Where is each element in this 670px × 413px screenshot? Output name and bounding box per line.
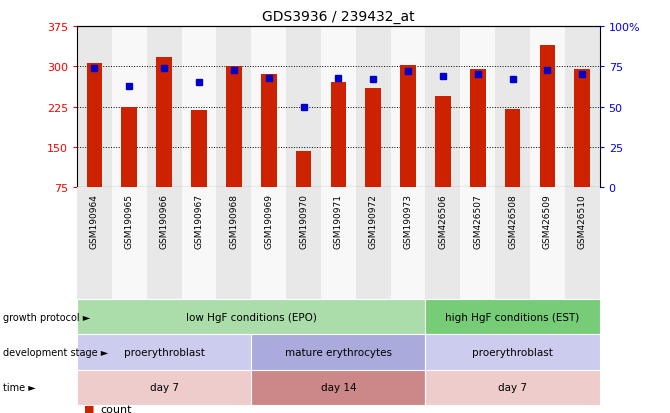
Bar xyxy=(216,27,251,188)
Bar xyxy=(460,27,495,188)
Text: day 7: day 7 xyxy=(498,382,527,392)
Text: GSM426509: GSM426509 xyxy=(543,193,552,248)
Text: GSM190968: GSM190968 xyxy=(229,193,239,248)
Bar xyxy=(539,45,555,188)
Bar xyxy=(495,188,530,299)
Text: GSM190971: GSM190971 xyxy=(334,193,343,248)
Bar xyxy=(226,67,242,188)
Bar xyxy=(251,27,286,188)
Text: day 14: day 14 xyxy=(320,382,356,392)
Text: day 7: day 7 xyxy=(149,382,179,392)
Text: GSM190964: GSM190964 xyxy=(90,193,99,248)
Bar xyxy=(574,70,590,188)
Bar xyxy=(286,27,321,188)
Bar xyxy=(191,111,207,188)
Bar xyxy=(77,27,112,188)
Bar xyxy=(391,188,425,299)
Bar xyxy=(112,27,147,188)
Bar xyxy=(182,27,216,188)
Text: time ►: time ► xyxy=(3,382,36,392)
Text: GSM190970: GSM190970 xyxy=(299,193,308,248)
Bar xyxy=(470,70,486,188)
Text: high HgF conditions (EST): high HgF conditions (EST) xyxy=(446,312,580,322)
Text: proerythroblast: proerythroblast xyxy=(124,347,204,357)
Bar xyxy=(435,97,451,188)
Bar xyxy=(530,27,565,188)
Bar xyxy=(77,188,112,299)
Bar xyxy=(505,110,521,188)
Bar xyxy=(295,152,312,188)
Bar xyxy=(147,27,182,188)
Bar xyxy=(86,63,103,188)
Text: development stage ►: development stage ► xyxy=(3,347,109,357)
Text: GSM190967: GSM190967 xyxy=(194,193,204,248)
Bar xyxy=(425,188,460,299)
Bar xyxy=(460,188,495,299)
Text: GSM426510: GSM426510 xyxy=(578,193,587,248)
Title: GDS3936 / 239432_at: GDS3936 / 239432_at xyxy=(262,10,415,24)
Bar xyxy=(530,188,565,299)
Bar xyxy=(321,27,356,188)
Bar xyxy=(121,107,137,188)
Bar xyxy=(321,188,356,299)
Bar xyxy=(391,27,425,188)
Bar xyxy=(112,188,147,299)
Text: GSM190972: GSM190972 xyxy=(369,193,378,248)
Bar xyxy=(425,27,460,188)
Text: GSM426506: GSM426506 xyxy=(438,193,448,248)
Text: proerythroblast: proerythroblast xyxy=(472,347,553,357)
Bar xyxy=(365,88,381,188)
Bar xyxy=(400,66,416,188)
Bar xyxy=(495,27,530,188)
Bar xyxy=(356,27,391,188)
Text: ■: ■ xyxy=(84,404,94,413)
Bar xyxy=(565,27,600,188)
Bar xyxy=(156,57,172,188)
Text: GSM190966: GSM190966 xyxy=(159,193,169,248)
Bar xyxy=(147,188,182,299)
Text: GSM426507: GSM426507 xyxy=(473,193,482,248)
Bar xyxy=(330,83,346,188)
Text: low HgF conditions (EPO): low HgF conditions (EPO) xyxy=(186,312,317,322)
Text: mature erythrocytes: mature erythrocytes xyxy=(285,347,392,357)
Text: GSM190969: GSM190969 xyxy=(264,193,273,248)
Text: GSM426508: GSM426508 xyxy=(508,193,517,248)
Text: GSM190973: GSM190973 xyxy=(403,193,413,248)
Bar xyxy=(251,188,286,299)
Text: count: count xyxy=(100,404,132,413)
Bar xyxy=(356,188,391,299)
Text: GSM190965: GSM190965 xyxy=(125,193,134,248)
Bar xyxy=(286,188,321,299)
Bar xyxy=(565,188,600,299)
Bar xyxy=(261,75,277,188)
Text: growth protocol ►: growth protocol ► xyxy=(3,312,90,322)
Bar xyxy=(216,188,251,299)
Bar xyxy=(182,188,216,299)
